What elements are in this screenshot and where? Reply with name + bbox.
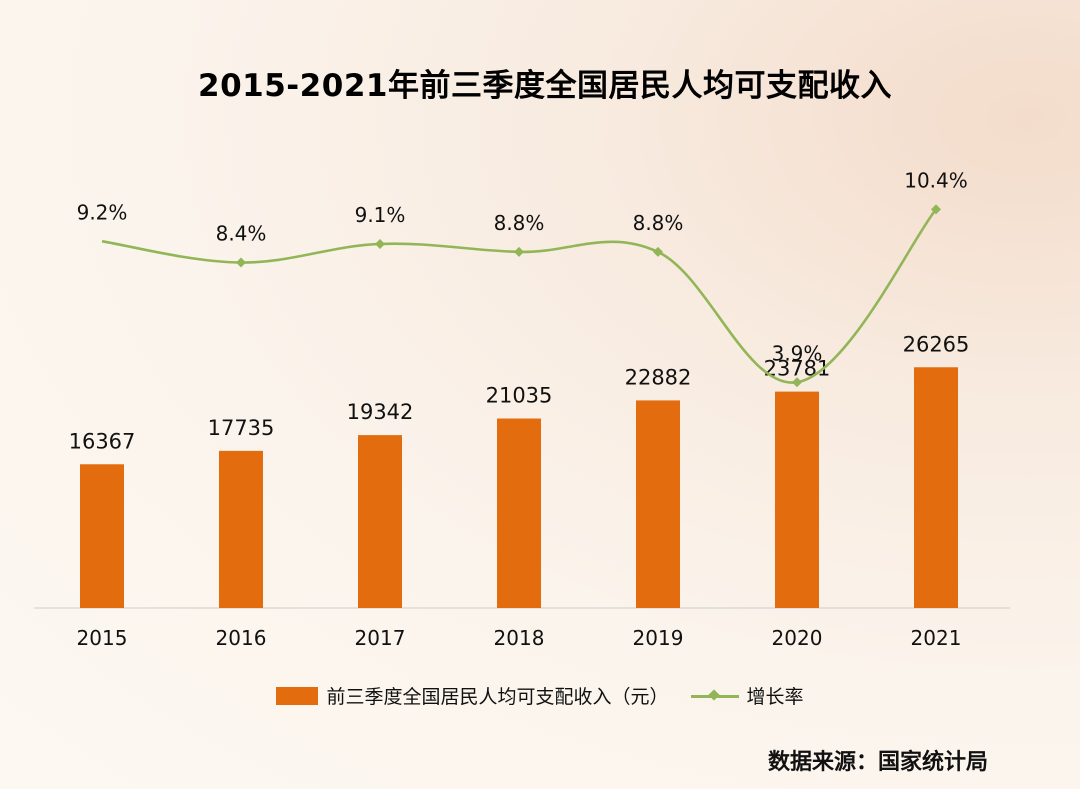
growth-marker-2019 [653, 246, 663, 257]
growth-marker-2017 [375, 238, 385, 249]
growth-label-2019: 8.8% [633, 211, 684, 235]
bar-label-2018: 21035 [486, 384, 553, 408]
growth-label-2016: 8.4% [216, 222, 267, 246]
growth-marker-2021 [931, 204, 941, 215]
legend-bar-swatch [276, 686, 319, 705]
bar-2017 [358, 435, 402, 608]
growth-rate-line [101, 208, 938, 384]
bar-2021 [914, 367, 958, 608]
growth-label-2021: 10.4% [904, 168, 968, 192]
growth-marker-2018 [514, 246, 524, 257]
bar-2016 [219, 450, 263, 608]
x-tick-2019: 2019 [633, 626, 684, 650]
growth-marker-2016 [236, 257, 246, 268]
legend-item-income: 前三季度全国居民人均可支配收入（元） [276, 682, 669, 709]
chart-title: 2015-2021年前三季度全国居民人均可支配收入 [198, 68, 892, 104]
bar-label-2017: 19342 [347, 400, 414, 424]
growth-label-2020: 3.9% [772, 341, 823, 365]
legend-label-income: 前三季度全国居民人均可支配收入（元） [326, 686, 669, 708]
x-tick-2021: 2021 [911, 626, 962, 650]
growth-marker-2020 [792, 377, 802, 388]
x-tick-2015: 2015 [77, 626, 128, 650]
source-note: 数据来源：国家统计局 [767, 750, 988, 775]
bar-label-2016: 17735 [208, 416, 275, 440]
growth-label-2018: 8.8% [494, 211, 545, 235]
legend-label-growth: 增长率 [746, 686, 804, 708]
bar-label-2015: 16367 [69, 429, 136, 453]
bar-2015 [80, 464, 124, 608]
bar-label-2019: 22882 [625, 365, 692, 389]
bar-2019 [636, 400, 680, 608]
legend: 前三季度全国居民人均可支配收入（元） 增长率 [0, 682, 1080, 709]
x-tick-2018: 2018 [494, 626, 545, 650]
legend-item-growth: 增长率 [690, 682, 804, 709]
bar-label-2021: 26265 [903, 332, 970, 356]
x-tick-2020: 2020 [772, 626, 823, 650]
growth-label-2015: 9.2% [77, 200, 128, 224]
x-tick-2016: 2016 [216, 626, 267, 650]
bar-2020 [775, 391, 819, 608]
legend-line-swatch [690, 687, 739, 705]
bar-2018 [497, 418, 541, 608]
growth-label-2017: 9.1% [355, 203, 406, 227]
x-tick-2017: 2017 [355, 626, 406, 650]
